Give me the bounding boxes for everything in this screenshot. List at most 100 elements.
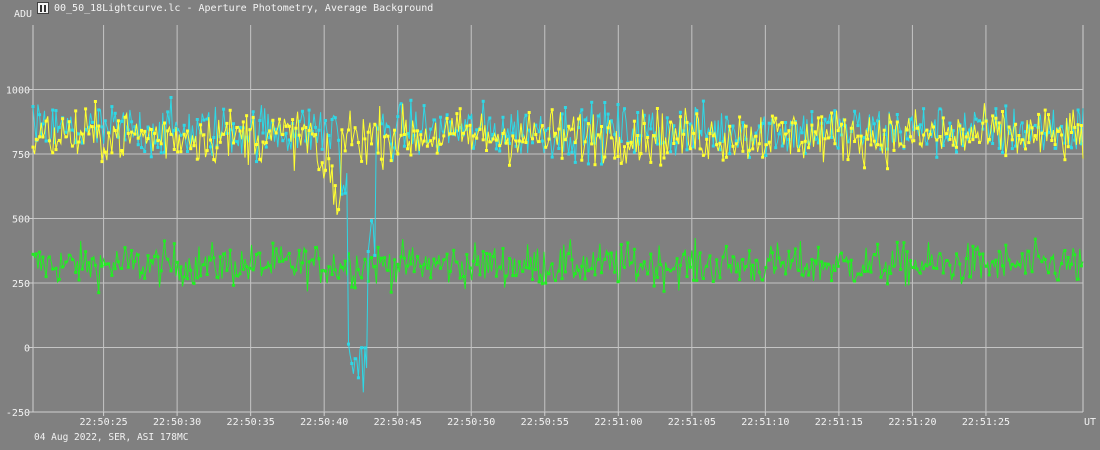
series-0-point bbox=[113, 111, 117, 115]
series-2-point bbox=[396, 262, 400, 266]
series-0-point bbox=[140, 146, 143, 150]
series-1-point bbox=[682, 132, 686, 136]
series-2-point bbox=[370, 256, 373, 260]
series-0-point bbox=[787, 138, 791, 141]
series-0-point bbox=[767, 121, 771, 125]
series-1-point bbox=[951, 143, 955, 147]
series-0-point bbox=[327, 134, 331, 137]
series-2-point bbox=[64, 260, 68, 264]
series-2-point bbox=[813, 259, 817, 263]
series-2-point bbox=[869, 270, 873, 274]
series-2-point bbox=[77, 278, 81, 282]
series-0-point bbox=[498, 149, 502, 153]
series-0-point bbox=[169, 96, 173, 99]
series-1-point bbox=[905, 128, 909, 132]
series-1-point bbox=[186, 129, 189, 133]
series-1-point bbox=[642, 122, 646, 125]
series-2-point bbox=[337, 276, 341, 280]
series-0-point bbox=[826, 120, 830, 124]
series-2-point bbox=[218, 255, 222, 259]
series-1-point bbox=[416, 129, 419, 133]
series-1-point bbox=[324, 168, 327, 172]
series-2-point bbox=[540, 282, 544, 286]
series-2-point bbox=[685, 275, 689, 278]
series-2-point bbox=[974, 247, 978, 251]
series-1-point bbox=[1079, 124, 1083, 127]
series-2-point bbox=[84, 250, 88, 254]
series-1-point bbox=[485, 149, 488, 152]
series-2-point bbox=[120, 267, 124, 270]
series-2-point bbox=[767, 258, 771, 262]
series-1-point bbox=[909, 135, 912, 139]
series-1-point bbox=[317, 168, 321, 172]
series-2-point bbox=[1020, 252, 1024, 256]
series-1-point bbox=[445, 116, 449, 120]
series-1-point bbox=[991, 114, 995, 118]
series-0-point bbox=[547, 127, 551, 130]
series-1-point bbox=[297, 133, 301, 137]
series-0-point bbox=[222, 107, 226, 111]
series-2-point bbox=[938, 252, 942, 256]
series-0-point bbox=[508, 141, 511, 145]
series-2-point bbox=[583, 277, 587, 281]
series-0-point bbox=[54, 109, 58, 113]
series-2-point bbox=[225, 268, 229, 272]
series-0-point bbox=[258, 119, 262, 122]
series-1-point bbox=[987, 137, 991, 141]
series-1-point bbox=[425, 144, 429, 148]
series-0-point bbox=[406, 132, 410, 136]
series-2-point bbox=[823, 262, 827, 266]
series-1-point bbox=[225, 121, 229, 125]
x-tick-label: 22:50:25 bbox=[80, 417, 128, 428]
series-1-point bbox=[504, 141, 508, 145]
series-2-point bbox=[734, 270, 738, 274]
series-2-point bbox=[833, 269, 837, 272]
series-0-point bbox=[389, 142, 393, 146]
series-0-point bbox=[376, 127, 380, 131]
series-1-point bbox=[853, 140, 857, 143]
series-2-point bbox=[340, 265, 344, 269]
series-0-point bbox=[1053, 146, 1057, 150]
series-0-point bbox=[1020, 121, 1024, 125]
series-0-point bbox=[393, 146, 396, 150]
series-1-point bbox=[590, 142, 594, 146]
series-0-point bbox=[797, 145, 801, 149]
series-0-point bbox=[1033, 123, 1037, 127]
series-2-point bbox=[511, 274, 515, 278]
series-1-point bbox=[176, 150, 180, 154]
series-0-point bbox=[379, 122, 383, 126]
series-1-point bbox=[1056, 129, 1060, 133]
series-0-point bbox=[751, 138, 755, 142]
series-2-point bbox=[632, 247, 636, 251]
series-0-point bbox=[70, 128, 74, 132]
series-2-point bbox=[1043, 258, 1047, 261]
series-0-point bbox=[613, 132, 617, 136]
series-2-point bbox=[652, 284, 656, 288]
series-1-point bbox=[560, 156, 564, 160]
series-1-point bbox=[396, 152, 400, 156]
series-2-point bbox=[981, 252, 985, 256]
series-2-point bbox=[186, 277, 189, 281]
x-tick-label: 22:50:45 bbox=[374, 417, 422, 428]
series-1-point bbox=[202, 133, 206, 137]
series-0-point bbox=[41, 122, 45, 126]
series-2-point bbox=[807, 273, 811, 277]
series-1-point bbox=[363, 137, 367, 141]
series-1-point bbox=[294, 126, 298, 130]
series-0-point bbox=[297, 119, 301, 123]
series-0-point bbox=[448, 120, 452, 124]
series-0-point bbox=[251, 110, 255, 114]
series-2-point bbox=[600, 271, 603, 275]
series-2-point bbox=[488, 252, 492, 256]
series-2-point bbox=[1027, 249, 1031, 253]
series-0-point bbox=[678, 110, 682, 114]
series-1-point bbox=[1060, 133, 1064, 137]
series-1-point bbox=[97, 124, 101, 128]
series-2-point bbox=[1014, 264, 1018, 268]
series-0-point bbox=[918, 123, 922, 127]
series-2-point bbox=[629, 261, 633, 265]
series-1-point bbox=[997, 121, 1001, 125]
series-1-point bbox=[195, 157, 199, 161]
x-tick-label: 22:51:25 bbox=[962, 417, 1010, 428]
